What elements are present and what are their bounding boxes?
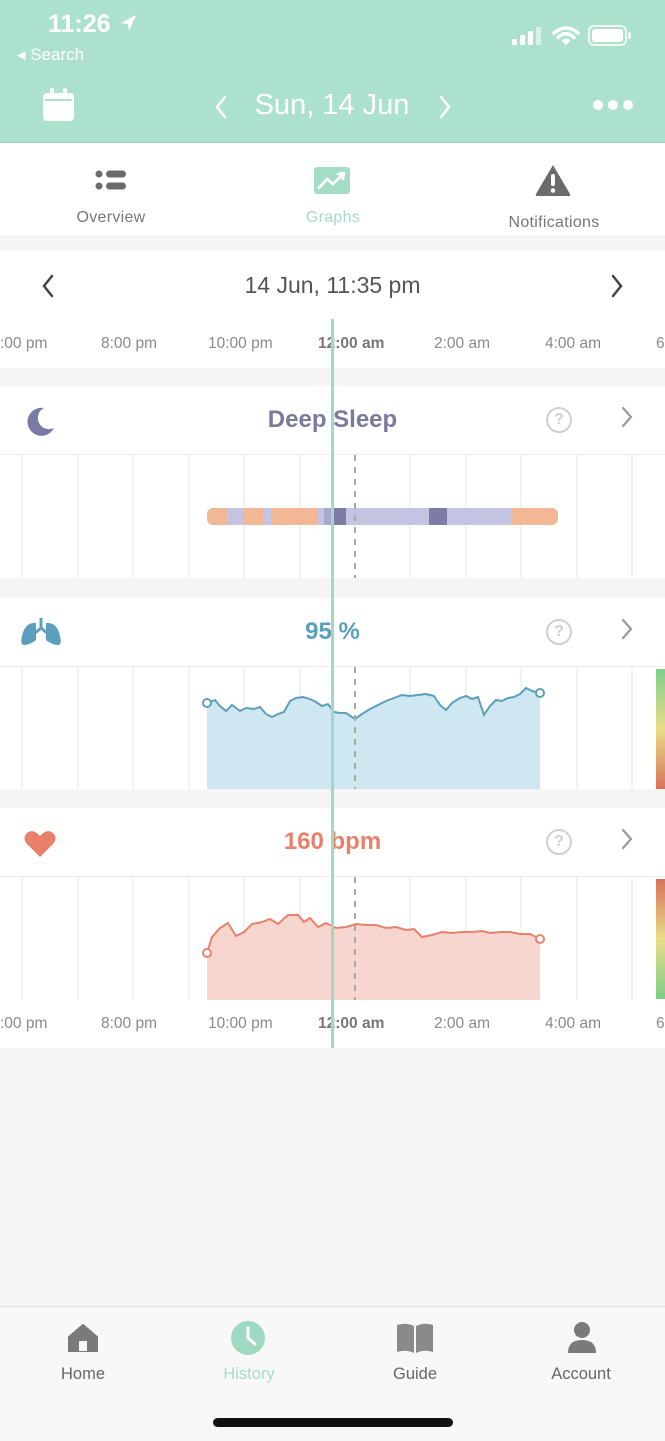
help-icon[interactable]: ? <box>546 829 572 855</box>
status-bar: 11:26 ◂ Search <box>0 0 665 70</box>
tab-graphs-label: Graphs <box>305 209 361 226</box>
hour-label: 2:00 am <box>434 1015 491 1032</box>
nav-account-label: Account <box>551 1365 611 1383</box>
sleep-segment <box>215 508 227 525</box>
sleep-segment <box>334 508 346 525</box>
hour-label: 6 <box>656 1015 665 1032</box>
person-icon <box>568 1322 596 1353</box>
hour-label: 10:00 pm <box>208 1015 273 1032</box>
tab-graphs[interactable]: Graphs <box>222 143 444 235</box>
sleep-segment <box>324 508 334 525</box>
calendar-icon[interactable] <box>43 88 75 122</box>
hour-label: :00 pm <box>0 335 48 352</box>
oxygen-end-point <box>535 688 545 698</box>
sleep-segment <box>538 508 558 525</box>
tab-notifications-label: Notifications <box>508 214 600 231</box>
sleep-segment <box>263 508 271 525</box>
wifi-icon <box>552 26 580 45</box>
nav-home-label: Home <box>60 1365 105 1383</box>
hour-label: :00 pm <box>0 1015 48 1032</box>
oxygen-series-line <box>206 686 541 721</box>
clock-time: 11:26 <box>48 10 111 38</box>
book-icon <box>397 1323 433 1353</box>
oxygen-chart <box>21 667 665 789</box>
chevron-right-icon[interactable] <box>620 406 634 428</box>
tab-notifications[interactable]: Notifications <box>443 143 665 235</box>
nav-account[interactable]: Account <box>498 1307 664 1407</box>
more-options-icon[interactable] <box>592 99 634 111</box>
cellular-signal-icon <box>512 27 541 45</box>
heart-rate-range-scale <box>656 879 665 999</box>
oxygen-range-scale <box>656 669 665 789</box>
deep-sleep-chart <box>21 455 633 578</box>
sleep-segment <box>429 508 447 525</box>
heart-rate-chart <box>21 877 665 1000</box>
current-time-cursor[interactable] <box>331 319 334 1048</box>
heart-rate-end-point <box>535 934 545 944</box>
sleep-segment <box>318 508 324 525</box>
nav-guide-label: Guide <box>392 1365 438 1383</box>
moon-icon <box>27 407 54 436</box>
help-icon[interactable]: ? <box>546 407 572 433</box>
hour-label: 4:00 am <box>545 1015 602 1032</box>
previous-time-chevron-icon[interactable] <box>40 274 56 298</box>
heart-rate-series-line <box>206 914 541 954</box>
clock-icon <box>231 1321 265 1355</box>
tab-bar: Overview Graphs Notifications <box>0 143 665 235</box>
oxygen-start-point <box>202 698 212 708</box>
sleep-segment <box>447 508 512 525</box>
tab-overview[interactable]: Overview <box>0 143 222 235</box>
sleep-segment <box>271 508 318 525</box>
lungs-icon <box>21 618 61 645</box>
list-icon <box>95 170 126 190</box>
hour-label: 12:00 am <box>318 335 385 352</box>
previous-day-chevron-icon[interactable] <box>213 95 229 119</box>
current-datetime: 14 Jun, 11:35 pm <box>244 272 421 298</box>
hour-label: 10:00 pm <box>208 335 273 352</box>
next-day-chevron-icon[interactable] <box>437 95 453 119</box>
hour-label: 6 <box>656 335 665 352</box>
header-date[interactable]: Sun, 14 Jun <box>254 89 410 121</box>
hour-label: 12:00 am <box>318 1015 385 1032</box>
home-icon <box>68 1324 98 1352</box>
chart-icon <box>314 167 350 194</box>
sleep-segment <box>227 508 243 525</box>
warning-icon <box>535 165 571 196</box>
chevron-right-icon[interactable] <box>620 618 634 640</box>
nav-guide[interactable]: Guide <box>332 1307 498 1407</box>
home-indicator[interactable] <box>213 1418 453 1427</box>
help-icon[interactable]: ? <box>546 619 572 645</box>
sleep-segment <box>243 508 263 525</box>
heart-icon <box>24 831 56 857</box>
nav-history[interactable]: History <box>166 1307 332 1407</box>
hour-label: 4:00 am <box>545 335 602 352</box>
chevron-right-icon[interactable] <box>620 828 634 850</box>
sleep-segment <box>346 508 429 525</box>
nav-history-label: History <box>223 1365 275 1383</box>
heart-rate-start-point <box>202 948 212 958</box>
tab-overview-label: Overview <box>76 209 146 226</box>
battery-icon <box>588 25 631 46</box>
time-navigation-panel: 14 Jun, 11:35 pm :00 pm 8:00 pm 10:00 pm… <box>0 250 665 368</box>
hour-label: 2:00 am <box>434 335 491 352</box>
next-time-chevron-icon[interactable] <box>609 274 625 298</box>
header-bar: Sun, 14 Jun <box>0 70 665 143</box>
back-to-search-link[interactable]: ◂ Search <box>17 45 85 64</box>
location-arrow-icon <box>121 15 136 31</box>
nav-home[interactable]: Home <box>0 1307 166 1407</box>
hour-label: 8:00 pm <box>101 335 158 352</box>
hour-label: 8:00 pm <box>101 1015 158 1032</box>
